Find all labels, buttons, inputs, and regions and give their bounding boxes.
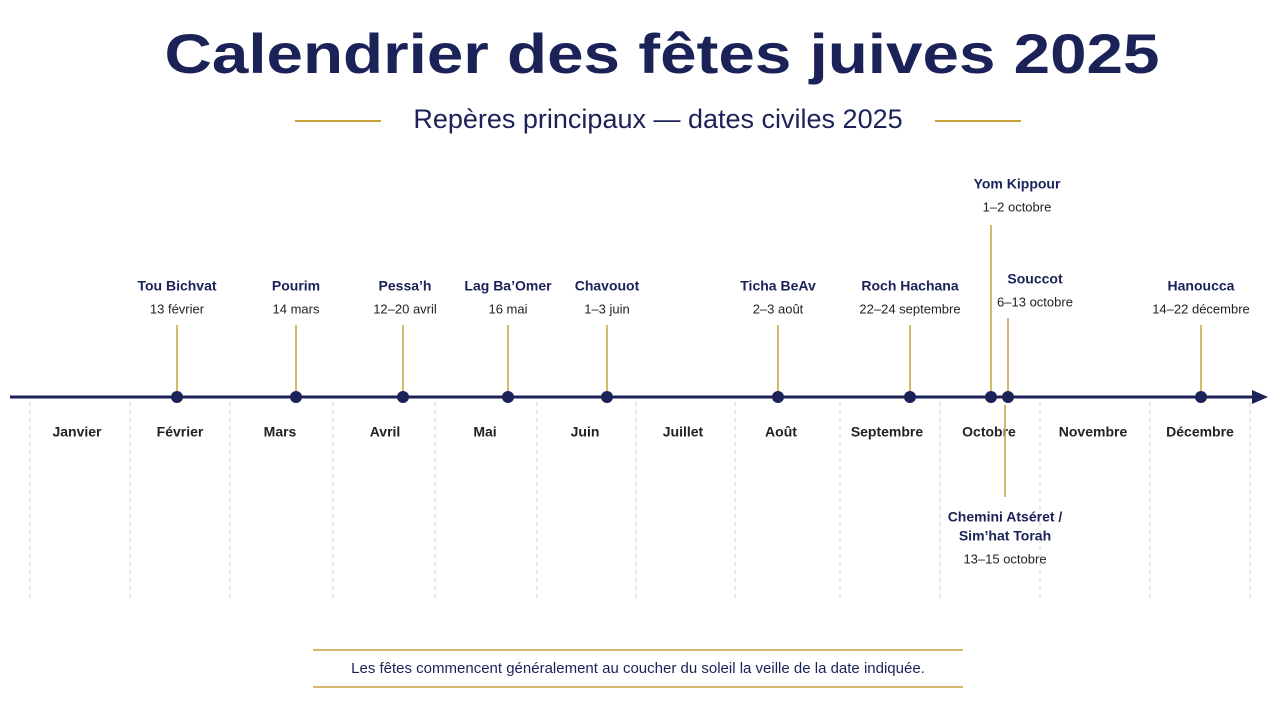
month-label: Mars (264, 424, 297, 440)
event-name: Lag Ba’Omer (464, 278, 552, 294)
event-name: Chavouot (575, 278, 640, 294)
event-dot (601, 391, 613, 403)
month-label: Août (765, 424, 797, 440)
event-name: Ticha BeAv (740, 278, 816, 294)
event-date: 13 février (150, 301, 205, 316)
event-date: 1–2 octobre (983, 199, 1052, 214)
event-dot (904, 391, 916, 403)
event-date: 16 mai (488, 301, 527, 316)
month-label: Janvier (52, 424, 102, 440)
month-label: Février (157, 424, 204, 440)
event-date: 14–22 décembre (1152, 301, 1250, 316)
event-name: Souccot (1007, 271, 1063, 287)
month-label: Octobre (962, 424, 1016, 440)
event-date: 2–3 août (753, 301, 804, 316)
month-label: Septembre (851, 424, 924, 440)
month-separators (29, 402, 1251, 600)
axis-arrow (1252, 390, 1268, 404)
event-name: Chemini Atséret / (948, 509, 1063, 525)
event-name: Hanoucca (1168, 278, 1235, 294)
event-name: Tou Bichvat (137, 278, 216, 294)
event-date: 13–15 octobre (963, 551, 1046, 566)
event-dot (171, 391, 183, 403)
event-dot (985, 391, 997, 403)
event-dot (1002, 391, 1014, 403)
month-label: Décembre (1166, 424, 1234, 440)
event-name: Sim’hat Torah (959, 528, 1051, 544)
event-name: Yom Kippour (974, 176, 1061, 192)
month-label: Juin (571, 424, 600, 440)
subtitle: Repères principaux — dates civiles 2025 (413, 104, 902, 134)
event-date: 14 mars (273, 301, 320, 316)
event-name: Roch Hachana (861, 278, 958, 294)
event-dot (397, 391, 409, 403)
event-date: 22–24 septembre (859, 301, 960, 316)
event-dot (290, 391, 302, 403)
event-date: 1–3 juin (584, 301, 630, 316)
footnote: Les fêtes commencent généralement au cou… (351, 660, 925, 677)
event-date: 12–20 avril (373, 301, 437, 316)
event-name: Pourim (272, 278, 320, 294)
event-dot (502, 391, 514, 403)
month-label: Mai (473, 424, 496, 440)
timeline-content: Janvier Février Mars Avril Mai Juin Juillet Aoû… (52, 176, 1249, 567)
month-label: Novembre (1059, 424, 1128, 440)
month-label: Avril (370, 424, 401, 440)
event-dot (1195, 391, 1207, 403)
event-dot (772, 391, 784, 403)
event-date: 6–13 octobre (997, 294, 1073, 309)
event-name: Pessa’h (379, 278, 432, 294)
month-label: Juillet (663, 424, 704, 440)
title: Calendrier des fêtes juives 2025 (165, 22, 1160, 85)
